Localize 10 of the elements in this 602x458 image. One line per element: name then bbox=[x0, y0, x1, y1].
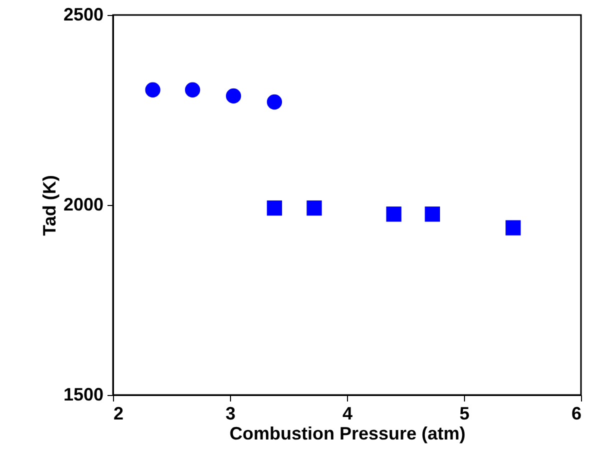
x-tick-label: 2 bbox=[114, 404, 124, 424]
x-tick-label: 5 bbox=[459, 404, 470, 424]
x-axis-title: Combustion Pressure (atm) bbox=[229, 424, 466, 444]
x-tick-label: 3 bbox=[225, 404, 236, 424]
y-tick-label: 1500 bbox=[63, 384, 104, 404]
y-axis-title: Tad (K) bbox=[39, 175, 60, 236]
y-tick-label: 2500 bbox=[63, 4, 104, 24]
x-tick-label: 4 bbox=[342, 404, 353, 424]
y-tick-label: 2000 bbox=[63, 194, 104, 214]
x-tick-label: 6 bbox=[571, 404, 582, 424]
